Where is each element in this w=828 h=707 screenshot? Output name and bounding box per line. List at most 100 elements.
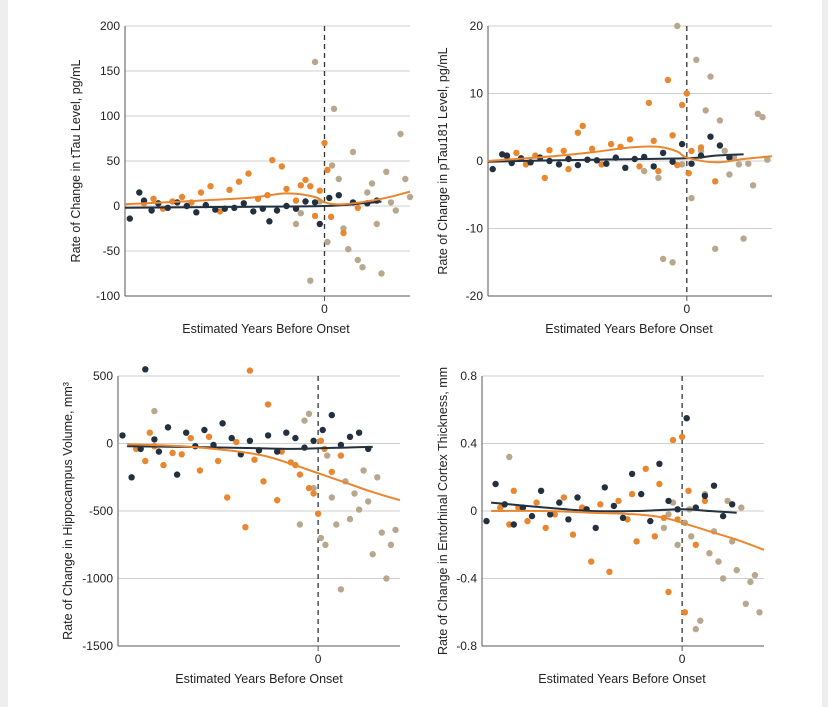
- data-point-navy: [337, 441, 345, 449]
- data-point-navy: [126, 215, 133, 222]
- data-point-orange: [588, 145, 596, 152]
- data-point-orange: [160, 461, 167, 469]
- data-point-navy: [537, 487, 545, 494]
- data-point-orange: [150, 195, 157, 202]
- data-point-tan: [749, 182, 757, 189]
- data-point-tan: [759, 113, 766, 121]
- data-point-navy: [603, 160, 610, 167]
- data-point-tan: [729, 538, 736, 545]
- data-point-orange: [674, 161, 681, 169]
- data-point-orange: [510, 487, 517, 494]
- data-point-navy: [656, 460, 663, 467]
- data-point-navy: [273, 207, 281, 214]
- data-point-tan: [669, 259, 676, 266]
- y-tick-label: 500: [93, 369, 113, 383]
- data-point-orange: [246, 367, 254, 374]
- data-point-orange: [650, 137, 657, 144]
- data-point-navy: [155, 448, 163, 455]
- data-point-navy: [173, 471, 181, 478]
- trend-line-navy: [491, 501, 737, 514]
- data-point-navy: [716, 142, 724, 149]
- data-point-tan: [702, 107, 709, 114]
- data-point-tan: [364, 189, 371, 196]
- data-point-orange: [513, 149, 520, 157]
- data-point-tan: [297, 210, 304, 217]
- data-point-orange: [235, 178, 243, 185]
- data-point-orange: [678, 433, 686, 440]
- data-point-orange: [665, 588, 672, 596]
- data-point-tan: [349, 148, 357, 156]
- data-point-orange: [307, 183, 314, 190]
- data-point-navy: [688, 160, 695, 167]
- data-point-tan: [392, 526, 399, 534]
- data-point-tan: [712, 245, 719, 252]
- data-point-orange: [274, 497, 281, 504]
- data-point-navy: [326, 194, 333, 202]
- data-point-tan: [355, 506, 363, 513]
- data-point-orange: [187, 434, 194, 442]
- data-point-navy: [266, 218, 273, 225]
- data-point-tan: [764, 156, 771, 163]
- data-point-tan: [333, 521, 340, 528]
- data-point-orange: [233, 438, 240, 446]
- data-point-orange: [524, 517, 531, 525]
- data-point-orange: [226, 186, 233, 193]
- data-point-orange: [651, 533, 658, 540]
- data-point-orange: [497, 504, 504, 511]
- y-tick-label: -1500: [82, 639, 113, 653]
- data-point-navy: [503, 152, 511, 159]
- data-point-orange: [533, 499, 540, 506]
- data-point-orange: [296, 471, 304, 478]
- data-point-orange: [645, 99, 653, 107]
- data-point-orange: [541, 174, 548, 182]
- data-point-navy: [183, 429, 190, 436]
- data-point-navy: [274, 448, 281, 455]
- y-tick-label: 20: [470, 19, 484, 33]
- y-tick-label: -20: [466, 289, 484, 303]
- data-point-orange: [278, 448, 285, 455]
- data-point-navy: [528, 512, 536, 520]
- y-tick-label: 0: [113, 199, 120, 213]
- data-point-tan: [328, 162, 336, 169]
- data-point-navy: [622, 164, 629, 171]
- data-point-tan: [706, 550, 713, 557]
- data-point-tan: [387, 541, 395, 548]
- data-point-tan: [397, 130, 404, 138]
- data-point-tan: [660, 524, 668, 532]
- data-point-tan: [688, 533, 695, 540]
- data-point-navy: [201, 426, 208, 434]
- data-point-orange: [685, 170, 692, 177]
- data-point-tan: [754, 110, 761, 118]
- data-point-tan: [359, 264, 366, 271]
- data-point-navy: [310, 437, 317, 444]
- data-point-orange: [588, 558, 595, 565]
- data-point-navy: [592, 524, 599, 532]
- data-point-tan: [740, 235, 747, 242]
- data-point-orange: [354, 204, 361, 211]
- data-point-tan: [747, 578, 754, 586]
- data-point-orange: [207, 183, 214, 190]
- data-point-tan: [692, 625, 699, 633]
- data-point-tan: [305, 410, 313, 417]
- data-point-navy: [619, 514, 627, 521]
- data-point-navy: [510, 521, 517, 528]
- data-point-navy: [669, 158, 676, 165]
- panel-entorhinal: Rate of Change in Entorhinal Cortex Thic…: [436, 367, 765, 686]
- data-point-orange: [688, 147, 695, 155]
- data-point-tan: [678, 161, 686, 168]
- data-point-orange: [560, 494, 568, 501]
- panel-hippocampus: Rate of Change in Hippocampus Volume, mm…: [61, 366, 401, 686]
- data-point-tan: [693, 56, 700, 63]
- data-point-navy: [142, 366, 149, 373]
- data-point-orange: [283, 185, 290, 193]
- trend-line-orange: [487, 145, 773, 164]
- data-point-navy: [302, 198, 309, 205]
- data-point-orange: [169, 449, 176, 457]
- data-point-navy: [136, 189, 143, 196]
- data-point-tan: [745, 160, 752, 167]
- data-point-tan: [324, 238, 331, 246]
- data-point-orange: [260, 478, 267, 485]
- data-point-navy: [316, 220, 323, 228]
- data-point-orange: [251, 456, 258, 463]
- data-point-tan: [707, 73, 714, 80]
